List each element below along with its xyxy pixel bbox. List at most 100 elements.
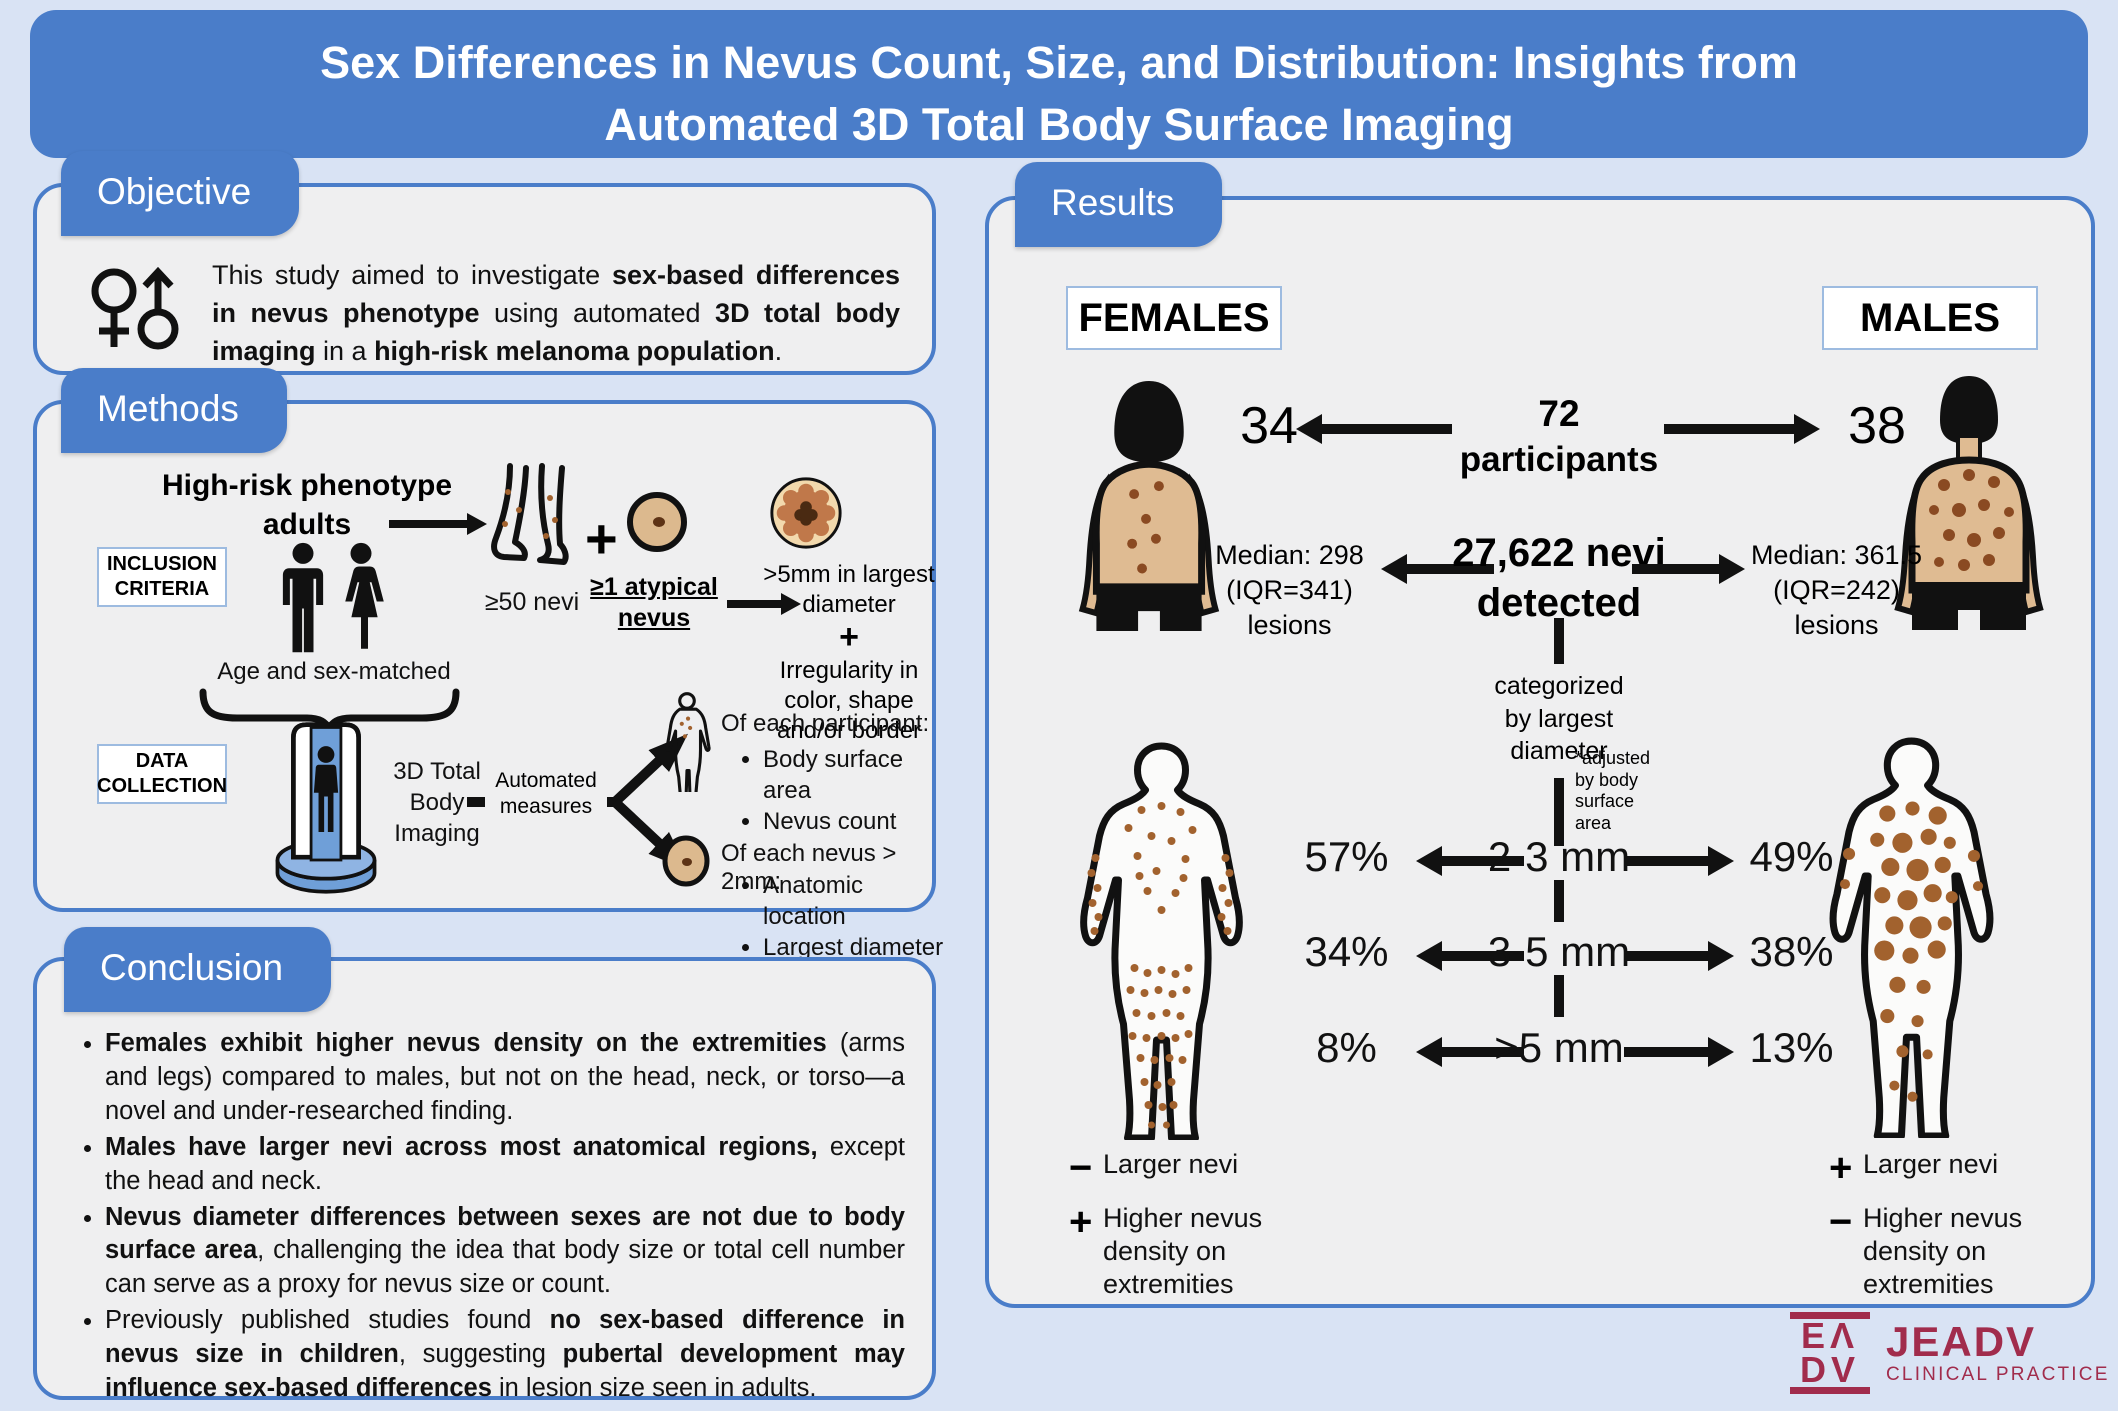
title-line-1: Sex Differences in Nevus Count, Size, an… <box>320 37 1798 88</box>
conclusion-tab: Conclusion <box>64 927 332 1012</box>
nevi-count-label: ≥50 nevi <box>484 588 580 616</box>
categorized-line: diameter <box>1510 737 1608 765</box>
female-male-symbol-icon <box>91 266 179 350</box>
categorized-line: by largest <box>1504 704 1614 733</box>
criteria-plus-sign: + <box>839 618 859 656</box>
nevus-list: Anatomic location Largest diameter <box>737 870 947 964</box>
nevi-total: 27,622 nevi detected <box>1441 528 1677 628</box>
title-banner: Sex Differences in Nevus Count, Size, an… <box>30 10 2088 158</box>
objective-panel: Objective This study aimed to investigat… <box>33 151 936 375</box>
objective-tab: Objective <box>61 151 300 236</box>
median-line: (IQR=341) <box>1226 575 1353 606</box>
arrow-left-icon <box>1407 564 1494 574</box>
conclusion-bullet: Females exhibit higher nevus density on … <box>105 1027 905 1129</box>
size-row-female-pct: 34% <box>1304 928 1389 975</box>
arrow-left-icon <box>1442 856 1524 866</box>
automated-measures-label: Automated measures <box>485 766 607 823</box>
females-label-box: FEMALES <box>1066 286 1282 350</box>
size-row-label: >5 mm <box>1494 1024 1624 1071</box>
adjusted-line: *adjusted <box>1575 748 1651 768</box>
logo-bar <box>1790 1387 1870 1395</box>
arrow-right-icon <box>1632 564 1719 574</box>
median-line: lesions <box>1247 610 1332 641</box>
arrow-left-icon <box>1442 1047 1524 1057</box>
male-median: Median: 361.5 (IQR=242) lesions <box>1734 538 1939 643</box>
male-legend: + Larger nevi − Higher nevus density on … <box>1829 1148 2044 1315</box>
man-icon <box>282 542 324 653</box>
legend-item: − Higher nevus density on extremities <box>1829 1202 2044 1301</box>
participants-total-word: participants <box>1459 440 1659 479</box>
logo-letters-top: EΛ <box>1800 1315 1860 1356</box>
woman-icon <box>345 542 384 649</box>
methods-panel: Methods High-risk phenotype adults ≥50 n… <box>33 368 943 961</box>
nevi-dots <box>1087 802 1234 1129</box>
size-row-label: 2-3 mm <box>1487 833 1631 880</box>
conclusion-list: Females exhibit higher nevus density on … <box>75 1027 905 1408</box>
arrow-left-icon <box>1442 951 1524 961</box>
size-row-male-pct: 13% <box>1749 1024 1834 1071</box>
participants-count-female: 34 <box>1240 397 1298 455</box>
female-body-figure <box>1080 742 1243 1140</box>
size-row-female-pct: 57% <box>1304 833 1389 880</box>
male-torso-figure <box>1894 376 2044 630</box>
objective-text: This study aimed to investigate sex-base… <box>212 260 900 366</box>
arrow-right-icon <box>1664 424 1794 434</box>
results-tab: Results <box>1015 162 1223 247</box>
plus-sign: + <box>585 507 618 570</box>
conclusion-panel: Conclusion Females exhibit higher nevus … <box>33 927 936 1402</box>
arrow-right-icon <box>1624 951 1708 961</box>
minus-icon: − <box>1069 1146 1093 1190</box>
participant-body-icon <box>665 692 711 792</box>
plus-icon: + <box>1069 1200 1093 1244</box>
atypical-criteria: >5mm in largest diameter + Irregularity … <box>749 560 949 746</box>
males-label-box: MALES <box>1822 286 2038 350</box>
conclusion-bullet: Males have larger nevi across most anato… <box>105 1131 905 1199</box>
size-row-label: 3-5 mm <box>1487 928 1631 975</box>
female-torso-figure <box>1078 380 1220 632</box>
median-line: Median: 361.5 <box>1750 540 1923 570</box>
median-line: Median: 298 <box>1215 540 1364 570</box>
categorized-label: categorized by largest diameter <box>1484 670 1634 768</box>
methods-tab: Methods <box>61 368 287 453</box>
plus-icon: + <box>1829 1146 1853 1190</box>
legend-text: Higher nevus density on extremities <box>1103 1203 1263 1299</box>
legend-text: Larger nevi <box>1863 1149 1999 1179</box>
high-risk-label: High-risk phenotype adults <box>161 469 453 541</box>
participant-header: Of each participant: <box>721 710 930 737</box>
female-legend: − Larger nevi + Higher nevus density on … <box>1069 1148 1284 1315</box>
jeadv-logo: EΛ DV JEADV CLINICAL PRACTICE <box>1790 1312 2110 1395</box>
nevi-dots <box>1929 469 2014 571</box>
arrow-right-icon <box>727 600 781 608</box>
list-item: Body surface area <box>763 744 937 806</box>
atypical-nevus-icon <box>770 477 842 549</box>
list-item: Largest diameter <box>763 932 947 963</box>
legend-item: + Larger nevi <box>1829 1148 2044 1188</box>
participant-list: Body surface area Nevus count <box>737 744 937 838</box>
conclusion-bullet: Previously published studies found no se… <box>105 1304 905 1406</box>
adjusted-line: surface <box>1575 791 1635 812</box>
criteria-diameter: >5mm in largest diameter <box>763 561 935 618</box>
minus-icon: − <box>1829 1200 1853 1244</box>
nevi-dots <box>1839 801 1984 1102</box>
connector-line <box>1554 975 1564 1017</box>
nevi-dots <box>1127 481 1164 574</box>
logo-bar <box>1790 1312 1870 1319</box>
imaging-booth-icon <box>275 722 377 894</box>
logo-subtitle: CLINICAL PRACTICE <box>1886 1364 2110 1386</box>
connector-line <box>1554 778 1564 846</box>
categorized-line: categorized <box>1494 672 1624 700</box>
participants-count-male: 38 <box>1848 397 1906 455</box>
jeadv-logo-text: JEADV CLINICAL PRACTICE <box>1886 1320 2110 1386</box>
nevi-total-line: 27,622 nevi <box>1452 531 1666 575</box>
female-median: Median: 298 (IQR=341) lesions <box>1192 538 1387 643</box>
legend-text: Higher nevus density on extremities <box>1863 1203 2023 1299</box>
data-collection-box: DATA COLLECTION <box>97 744 227 804</box>
age-sex-matched-label: Age and sex-matched <box>217 658 451 685</box>
adjusted-note: *adjusted by body surface area <box>1575 748 1685 834</box>
legend-text: Larger nevi <box>1103 1149 1239 1179</box>
legs-icon <box>491 463 569 565</box>
criteria-irregularity: Irregularity in color, shape and/or bord… <box>776 656 922 744</box>
participants-total-number: 72 <box>1538 393 1580 434</box>
median-line: lesions <box>1794 610 1879 641</box>
